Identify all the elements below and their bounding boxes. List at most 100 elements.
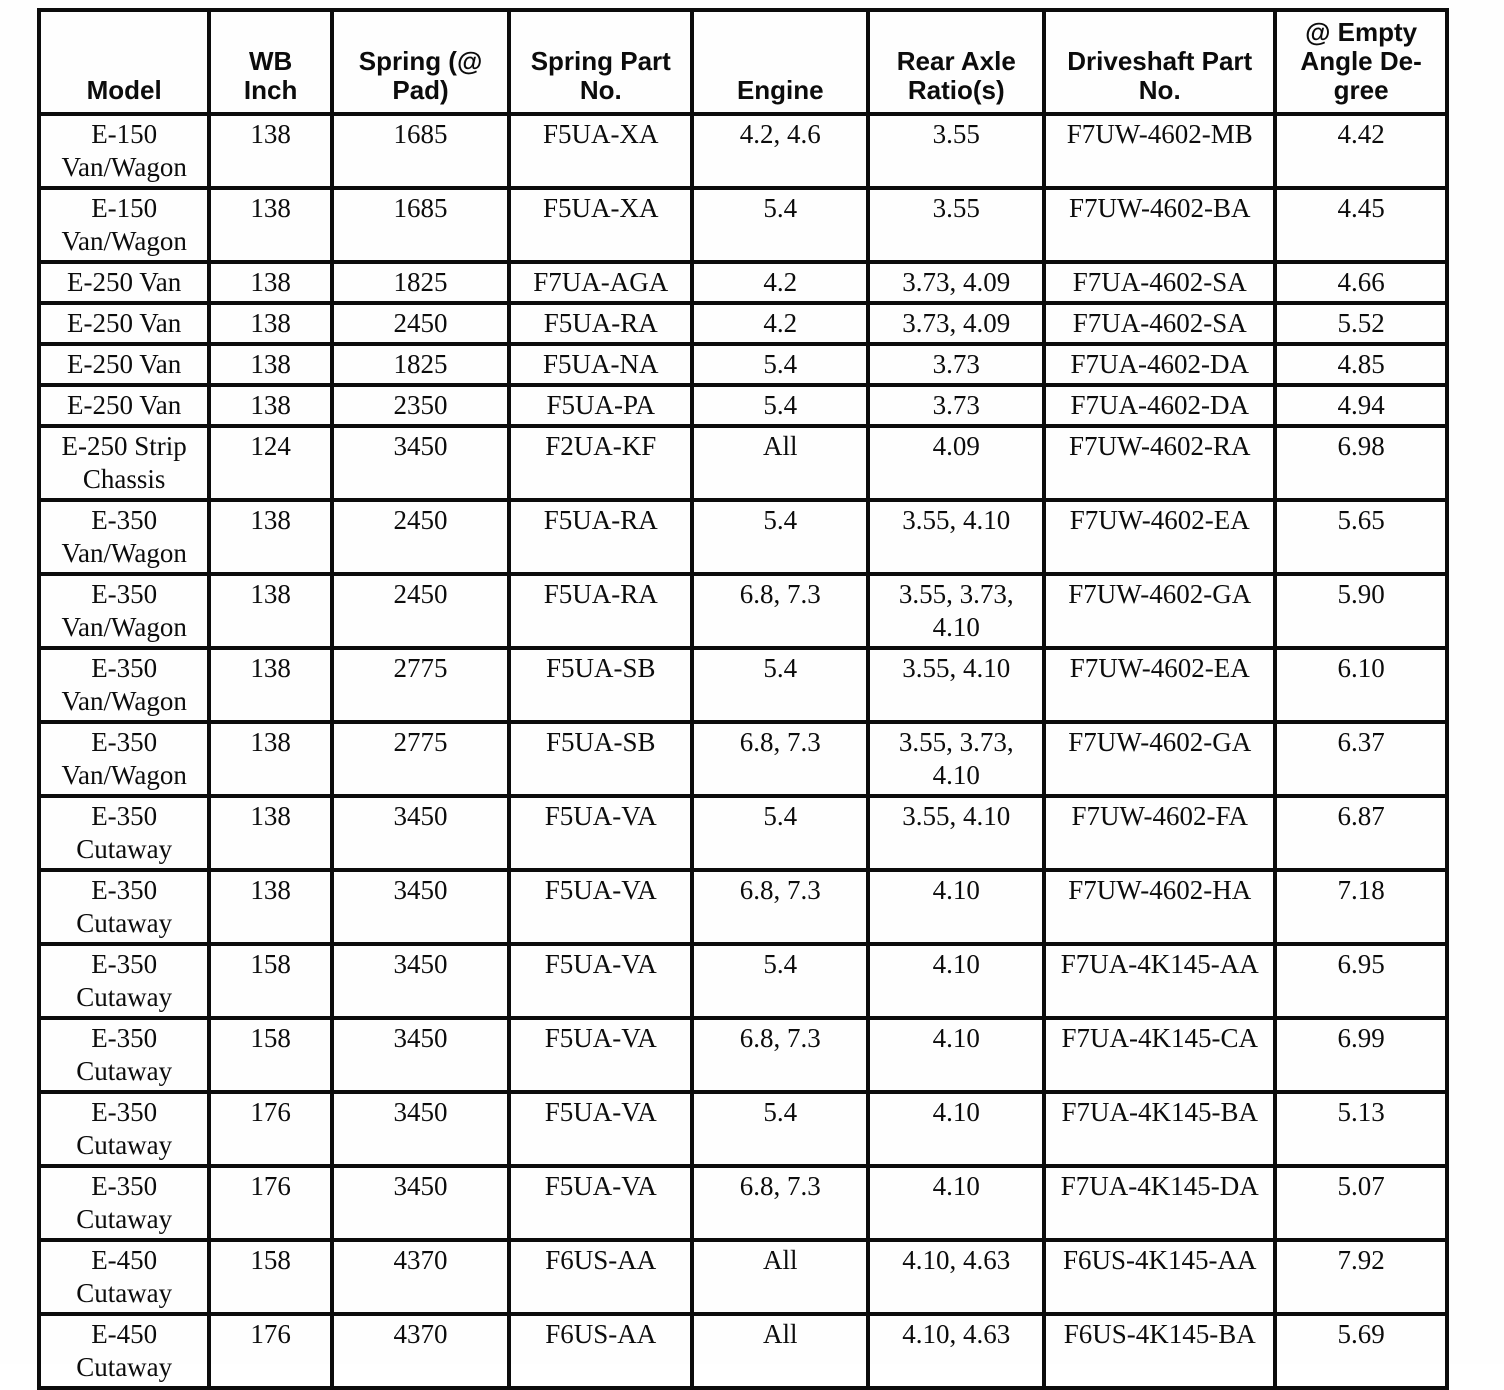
table-cell-wb-inch: 176 — [207, 1090, 334, 1168]
table-cell-spring-part-no: F5UA-XA — [507, 112, 695, 190]
table-cell-driveshaft-part-no: F7UA-4602-DA — [1042, 342, 1278, 387]
table-cell-spring-part-no: F2UA-KF — [507, 424, 695, 502]
table-row: E-350 Van/Wagon 138 2450 F5UA-RA 6.8, 7.3 3.5… — [36, 572, 1449, 650]
table-cell-rear-axle-ratios: 3.55, 4.10 — [866, 646, 1047, 724]
table-cell-driveshaft-part-no: F7UA-4K145-CA — [1042, 1016, 1278, 1094]
table-cell-spring-part-no: F5UA-RA — [507, 572, 695, 650]
table-cell-driveshaft-part-no: F7UA-4602-DA — [1042, 383, 1278, 428]
column-header-wb-inch: WB Inch — [207, 8, 334, 116]
table-cell-wb-inch: 138 — [207, 186, 334, 264]
table-cell-empty-angle-degree: 6.99 — [1273, 1016, 1449, 1094]
table-cell-spring-at-pad: 3450 — [329, 1164, 512, 1242]
table-cell-model: E-350 Van/Wagon — [36, 646, 212, 724]
table-cell-rear-axle-ratios: 4.10, 4.63 — [866, 1238, 1047, 1316]
table-cell-engine: 5.4 — [690, 498, 871, 576]
table-body: E-150 Van/Wagon 138 1685 F5UA-XA 4.2, 4.6 3.5… — [36, 112, 1449, 1390]
table-cell-empty-angle-degree: 6.10 — [1273, 646, 1449, 724]
table-cell-engine: All — [690, 424, 871, 502]
table-cell-spring-part-no: F5UA-NA — [507, 342, 695, 387]
table-cell-empty-angle-degree: 5.90 — [1273, 572, 1449, 650]
table-cell-model: E-450 Cutaway — [36, 1312, 212, 1390]
table-cell-driveshaft-part-no: F6US-4K145-AA — [1042, 1238, 1278, 1316]
table-cell-spring-part-no: F5UA-RA — [507, 498, 695, 576]
table-cell-driveshaft-part-no: F7UA-4K145-AA — [1042, 942, 1278, 1020]
table-cell-spring-at-pad: 1825 — [329, 342, 512, 387]
table-cell-spring-at-pad: 1685 — [329, 186, 512, 264]
table-cell-engine: 5.4 — [690, 342, 871, 387]
table-cell-wb-inch: 138 — [207, 646, 334, 724]
column-header-model: Model — [36, 8, 212, 116]
table-cell-spring-part-no: F7UA-AGA — [507, 260, 695, 305]
table-cell-engine: 6.8, 7.3 — [690, 720, 871, 798]
table-cell-model: E-150 Van/Wagon — [36, 112, 212, 190]
table-cell-engine: 6.8, 7.3 — [690, 868, 871, 946]
table-cell-engine: 6.8, 7.3 — [690, 1164, 871, 1242]
table-cell-model: E-350 Cutaway — [36, 794, 212, 872]
table-cell-wb-inch: 138 — [207, 794, 334, 872]
table-cell-model: E-350 Cutaway — [36, 868, 212, 946]
table-cell-driveshaft-part-no: F7UW-4602-GA — [1042, 720, 1278, 798]
table-cell-engine: 4.2, 4.6 — [690, 112, 871, 190]
table-cell-wb-inch: 158 — [207, 942, 334, 1020]
table-cell-wb-inch: 176 — [207, 1312, 334, 1390]
table-cell-empty-angle-degree: 6.87 — [1273, 794, 1449, 872]
table-cell-spring-at-pad: 2450 — [329, 301, 512, 346]
table-row: E-350 Van/Wagon 138 2775 F5UA-SB 6.8, 7.3 3.5… — [36, 720, 1449, 798]
table-cell-driveshaft-part-no: F7UW-4602-RA — [1042, 424, 1278, 502]
table-cell-spring-at-pad: 3450 — [329, 1016, 512, 1094]
table-cell-spring-part-no: F5UA-VA — [507, 1016, 695, 1094]
table-cell-model: E-250 Van — [36, 260, 212, 305]
table-cell-engine: 5.4 — [690, 646, 871, 724]
table-cell-spring-at-pad: 2450 — [329, 572, 512, 650]
table-cell-spring-part-no: F6US-AA — [507, 1238, 695, 1316]
table-cell-wb-inch: 138 — [207, 868, 334, 946]
table-cell-driveshaft-part-no: F7UA-4K145-BA — [1042, 1090, 1278, 1168]
table-cell-spring-at-pad: 3450 — [329, 794, 512, 872]
table-cell-rear-axle-ratios: 3.55 — [866, 186, 1047, 264]
table-cell-driveshaft-part-no: F7UA-4602-SA — [1042, 301, 1278, 346]
table-row: E-250 Van 138 2350 F5UA-PA 5.4 3.73 F7UA-4602-… — [36, 383, 1449, 428]
table-cell-wb-inch: 138 — [207, 112, 334, 190]
table-cell-engine: 5.4 — [690, 1090, 871, 1168]
table-cell-model: E-350 Van/Wagon — [36, 498, 212, 576]
table-cell-model: E-350 Cutaway — [36, 1016, 212, 1094]
table-cell-wb-inch: 138 — [207, 383, 334, 428]
table-cell-spring-part-no: F5UA-VA — [507, 942, 695, 1020]
table-cell-driveshaft-part-no: F7UW-4602-EA — [1042, 646, 1278, 724]
table-cell-engine: 4.2 — [690, 301, 871, 346]
table-cell-wb-inch: 176 — [207, 1164, 334, 1242]
table-cell-empty-angle-degree: 4.45 — [1273, 186, 1449, 264]
table-cell-engine: 6.8, 7.3 — [690, 572, 871, 650]
table-row: E-350 Cutaway 138 3450 F5UA-VA 6.8, 7.3 4.10 F… — [36, 868, 1449, 946]
table-row: E-350 Cutaway 158 3450 F5UA-VA 6.8, 7.3 4.10 F… — [36, 1016, 1449, 1094]
table-cell-spring-part-no: F6US-AA — [507, 1312, 695, 1390]
table-cell-wb-inch: 138 — [207, 342, 334, 387]
table-cell-empty-angle-degree: 7.18 — [1273, 868, 1449, 946]
table-cell-empty-angle-degree: 5.13 — [1273, 1090, 1449, 1168]
column-header-empty-angle-degree: @ Empty Angle De- gree — [1273, 8, 1449, 116]
table-cell-rear-axle-ratios: 3.73, 4.09 — [866, 260, 1047, 305]
table-row: E-250 Van 138 2450 F5UA-RA 4.2 3.73, 4.09 F7UA… — [36, 301, 1449, 346]
table-cell-empty-angle-degree: 4.42 — [1273, 112, 1449, 190]
table-cell-wb-inch: 158 — [207, 1238, 334, 1316]
table-row: E-450 Cutaway 176 4370 F6US-AA All 4.10, 4.63… — [36, 1312, 1449, 1390]
table-cell-spring-part-no: F5UA-XA — [507, 186, 695, 264]
table-cell-rear-axle-ratios: 4.10 — [866, 1090, 1047, 1168]
table-cell-rear-axle-ratios: 3.55, 4.10 — [866, 794, 1047, 872]
table-cell-driveshaft-part-no: F7UW-4602-EA — [1042, 498, 1278, 576]
table-cell-empty-angle-degree: 6.37 — [1273, 720, 1449, 798]
table-cell-engine: 5.4 — [690, 383, 871, 428]
table-cell-empty-angle-degree: 5.07 — [1273, 1164, 1449, 1242]
table-row: E-350 Cutaway 158 3450 F5UA-VA 5.4 4.10 F7UA-4… — [36, 942, 1449, 1020]
table-cell-rear-axle-ratios: 4.10, 4.63 — [866, 1312, 1047, 1390]
table-cell-spring-at-pad: 3450 — [329, 424, 512, 502]
table-row: E-450 Cutaway 158 4370 F6US-AA All 4.10, 4.63… — [36, 1238, 1449, 1316]
table-cell-rear-axle-ratios: 4.10 — [866, 1016, 1047, 1094]
table-cell-wb-inch: 138 — [207, 498, 334, 576]
table-cell-model: E-350 Van/Wagon — [36, 572, 212, 650]
table-cell-empty-angle-degree: 6.98 — [1273, 424, 1449, 502]
table-cell-rear-axle-ratios: 4.10 — [866, 868, 1047, 946]
table-cell-spring-at-pad: 2775 — [329, 720, 512, 798]
table-cell-engine: 4.2 — [690, 260, 871, 305]
